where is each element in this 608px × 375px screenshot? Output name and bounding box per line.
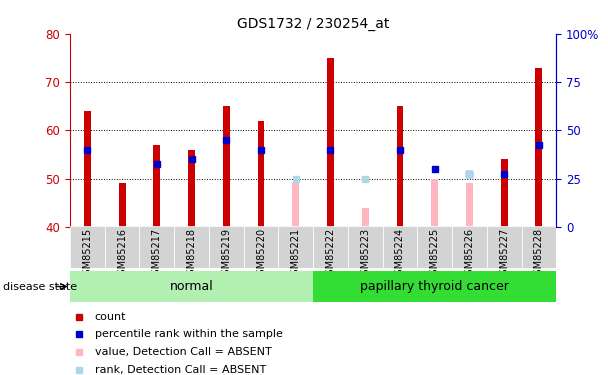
Bar <box>362 207 368 227</box>
Bar <box>501 159 508 227</box>
Bar <box>244 226 278 268</box>
Bar <box>382 226 417 268</box>
Text: papillary thyroid cancer: papillary thyroid cancer <box>361 280 509 293</box>
Text: GSM85218: GSM85218 <box>187 228 196 281</box>
Bar <box>174 226 209 268</box>
Bar <box>466 183 473 227</box>
Bar <box>105 226 139 268</box>
Text: value, Detection Call = ABSENT: value, Detection Call = ABSENT <box>95 347 272 357</box>
Bar <box>84 111 91 227</box>
Bar <box>536 68 542 227</box>
Text: GSM85220: GSM85220 <box>256 228 266 281</box>
Bar <box>452 226 487 268</box>
Bar <box>258 121 264 227</box>
Bar <box>431 178 438 227</box>
Text: GSM85226: GSM85226 <box>465 228 474 281</box>
Bar <box>487 226 522 268</box>
Bar <box>119 183 125 227</box>
Title: GDS1732 / 230254_at: GDS1732 / 230254_at <box>237 17 389 32</box>
Text: GSM85225: GSM85225 <box>430 228 440 282</box>
Bar <box>278 226 313 268</box>
Bar <box>292 183 299 227</box>
Bar <box>209 226 244 268</box>
Bar <box>223 106 230 227</box>
Bar <box>139 226 174 268</box>
Bar <box>313 271 556 302</box>
Bar <box>188 150 195 227</box>
Bar <box>348 226 382 268</box>
Bar <box>70 271 313 302</box>
Bar <box>313 226 348 268</box>
Text: GSM85216: GSM85216 <box>117 228 127 281</box>
Text: GSM85221: GSM85221 <box>291 228 301 281</box>
Text: GSM85215: GSM85215 <box>82 228 92 281</box>
Bar <box>396 106 404 227</box>
Text: GSM85228: GSM85228 <box>534 228 544 281</box>
Text: disease state: disease state <box>3 282 77 291</box>
Bar <box>70 226 105 268</box>
Bar <box>522 226 556 268</box>
Text: GSM85227: GSM85227 <box>499 228 510 282</box>
Bar <box>417 226 452 268</box>
Bar <box>153 145 161 227</box>
Text: GSM85222: GSM85222 <box>325 228 336 282</box>
Text: percentile rank within the sample: percentile rank within the sample <box>95 329 283 339</box>
Text: count: count <box>95 312 126 322</box>
Bar <box>327 58 334 227</box>
Text: GSM85217: GSM85217 <box>152 228 162 281</box>
Text: GSM85223: GSM85223 <box>360 228 370 281</box>
Text: GSM85219: GSM85219 <box>221 228 231 281</box>
Text: normal: normal <box>170 280 213 293</box>
Text: rank, Detection Call = ABSENT: rank, Detection Call = ABSENT <box>95 365 266 375</box>
Text: GSM85224: GSM85224 <box>395 228 405 281</box>
